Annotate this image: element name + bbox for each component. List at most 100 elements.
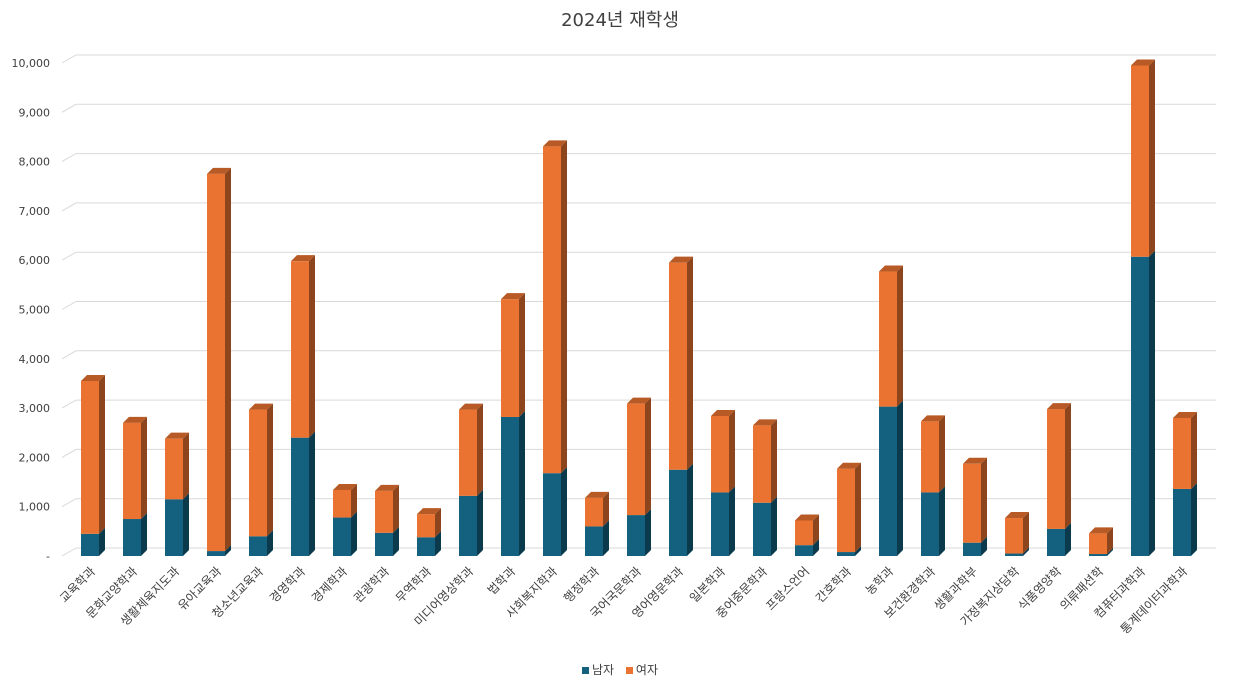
bar-side-male <box>351 511 357 556</box>
bar-top-face <box>1131 59 1155 66</box>
bar-side-female <box>1191 411 1197 489</box>
gridline <box>61 202 1216 212</box>
bar-stack <box>585 491 609 556</box>
gridline <box>61 251 1216 261</box>
bar-stack <box>375 484 399 556</box>
bar-top-face <box>669 256 693 263</box>
bar-top-face <box>879 265 903 272</box>
bar-side-female <box>1107 527 1113 555</box>
y-tick-label: 5,000 <box>19 304 51 317</box>
bar-stack <box>1173 411 1197 556</box>
bar-segment-female <box>81 380 99 534</box>
bar-top-face <box>711 409 735 416</box>
grid-lines <box>61 54 1216 557</box>
bar-side-male <box>855 546 861 556</box>
bar-top-face <box>837 462 861 469</box>
bar-segment-male <box>81 533 99 556</box>
bar-side-male <box>813 539 819 556</box>
bar-stack <box>753 419 777 556</box>
x-tick-label: 행정학과 <box>560 564 602 606</box>
bar-stack <box>207 167 231 556</box>
bar-segment-female <box>879 271 897 407</box>
bar-side-female <box>519 293 525 417</box>
bar-stack <box>459 403 483 556</box>
bar-top-face <box>417 508 441 515</box>
bar-segment-female <box>543 146 561 474</box>
bar-side-male <box>477 489 483 556</box>
bar-stack <box>291 255 315 556</box>
bar-top-face <box>1047 403 1071 410</box>
bar-segment-female <box>1173 417 1191 489</box>
x-tick-label: 간호학과 <box>813 564 854 605</box>
bar-segment-female <box>1131 65 1149 257</box>
bar-segment-male <box>165 499 183 556</box>
gridline <box>61 153 1216 163</box>
bar-segment-male <box>123 519 141 556</box>
x-tick-label: 무역학과 <box>393 564 434 605</box>
bar-side-female <box>771 419 777 503</box>
y-tick-label: 1,000 <box>19 501 51 514</box>
bar-side-female <box>225 167 231 552</box>
bar-top-face <box>795 514 819 521</box>
bar-top-face <box>753 419 777 426</box>
bar-segment-female <box>207 173 225 552</box>
bar-segment-female <box>249 409 267 537</box>
bar-top-face <box>165 432 189 439</box>
bar-top-face <box>1005 512 1029 519</box>
bar-top-face <box>459 403 483 410</box>
x-tick-label: 농학과 <box>863 564 896 597</box>
bar-side-female <box>645 397 651 516</box>
bar-side-female <box>435 508 441 538</box>
bar-stack <box>249 403 273 556</box>
bar-side-female <box>687 256 693 470</box>
bar-top-face <box>921 415 945 422</box>
bar-segment-male <box>1005 553 1023 556</box>
bar-stack <box>1047 403 1071 556</box>
bar-segment-male <box>207 551 225 556</box>
bar-stack <box>417 508 441 556</box>
x-tick-label: 법학과 <box>485 564 518 597</box>
bar-segment-female <box>459 409 477 496</box>
legend-label-male: 남자 <box>591 663 615 677</box>
bar-top-face <box>543 140 567 147</box>
bar-segment-female <box>501 299 519 417</box>
bar-segment-female <box>963 463 981 543</box>
bar-side-male <box>1023 547 1029 556</box>
bar-top-face <box>249 403 273 410</box>
bar-side-male <box>1107 548 1113 556</box>
bar-side-male <box>939 486 945 556</box>
bar-segment-male <box>585 526 603 556</box>
bar-segment-female <box>165 438 183 500</box>
bar-segment-male <box>921 492 939 556</box>
bar-segment-male <box>879 406 897 556</box>
bar-side-male <box>603 520 609 556</box>
bar-stack <box>627 397 651 556</box>
y-tick-label: 4,000 <box>19 353 51 366</box>
legend-swatch-male <box>581 667 589 674</box>
bar-segment-male <box>795 545 813 556</box>
bar-segment-male <box>375 532 393 556</box>
bar-segment-male <box>333 517 351 556</box>
x-tick-label: 경제학과 <box>309 564 350 605</box>
x-tick-label: 일본학과 <box>687 564 728 605</box>
legend-swatch-female <box>625 667 633 674</box>
bar-stack <box>1005 512 1029 556</box>
bar-top-face <box>291 255 315 262</box>
bar-segment-female <box>123 422 141 520</box>
y-tick-label: 9,000 <box>19 106 51 119</box>
y-tick-label: 8,000 <box>19 156 51 169</box>
bar-side-male <box>393 526 399 556</box>
gridline <box>61 399 1216 409</box>
bar-side-female <box>183 432 189 500</box>
bar-top-face <box>375 484 399 491</box>
bar-side-male <box>1149 250 1155 556</box>
bar-side-female <box>729 409 735 493</box>
bar-segment-male <box>837 552 855 556</box>
bar-segment-female <box>585 497 603 527</box>
gridline <box>61 54 1216 64</box>
bar-segment-male <box>1131 256 1149 556</box>
bar-side-male <box>225 545 231 556</box>
y-tick-label: 10,000 <box>12 57 51 70</box>
